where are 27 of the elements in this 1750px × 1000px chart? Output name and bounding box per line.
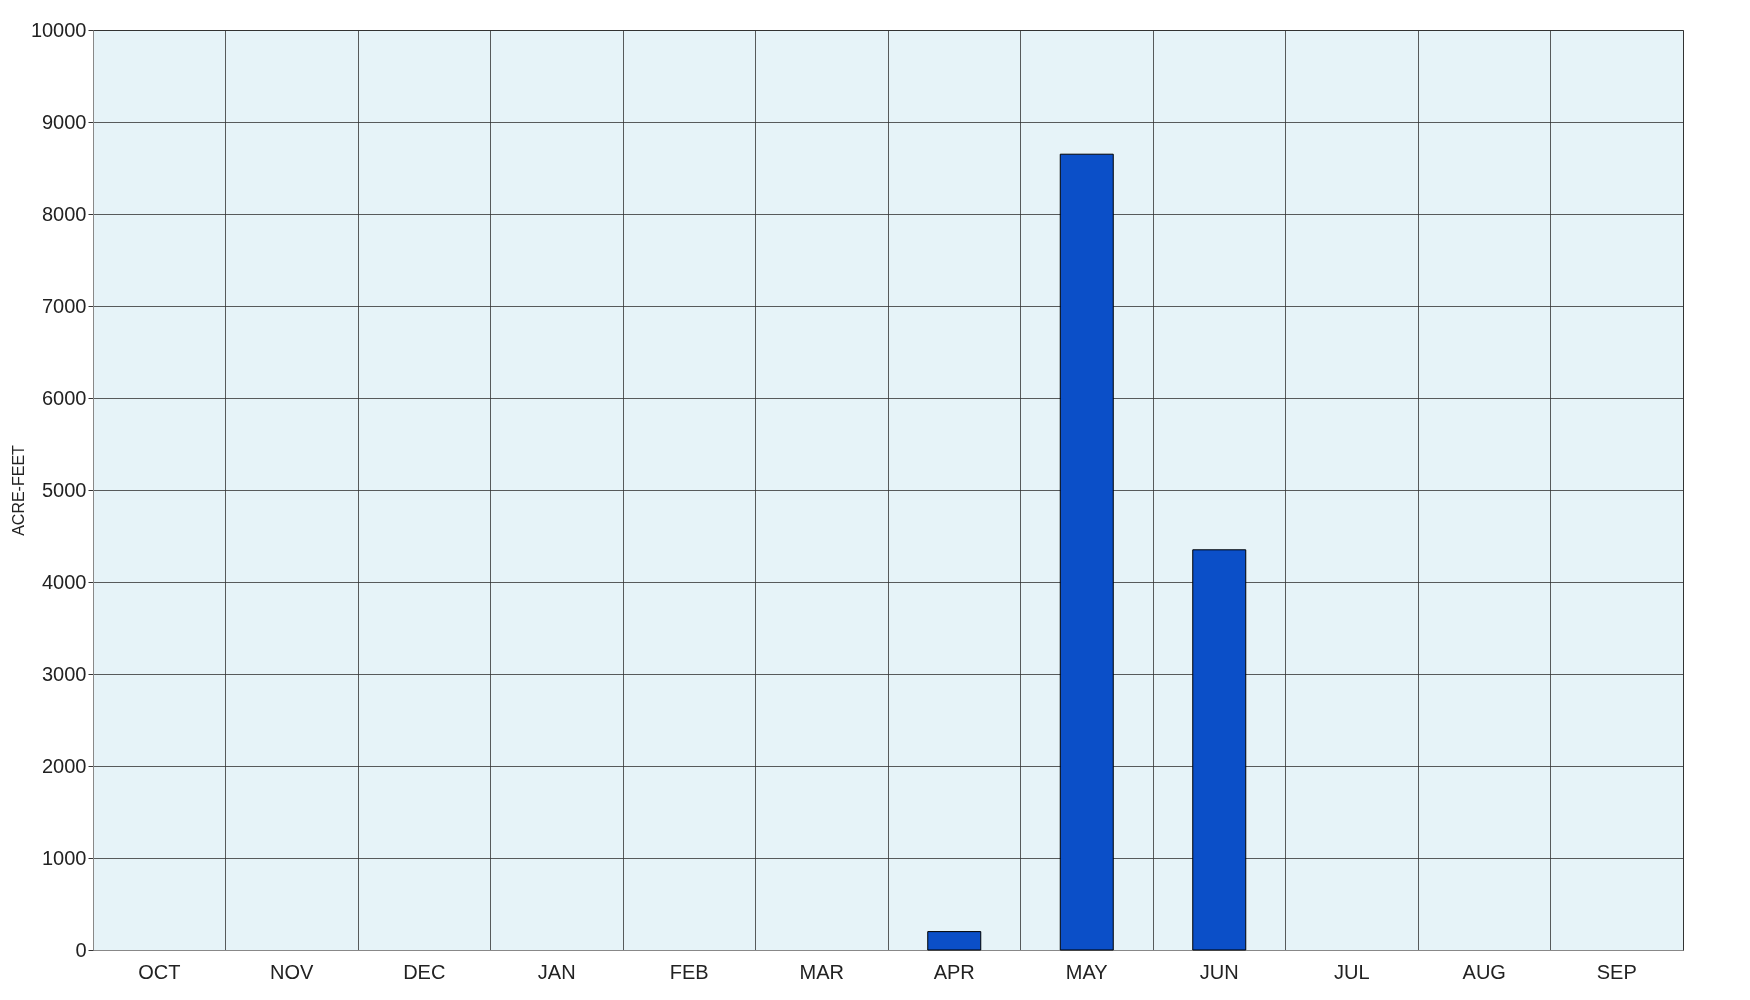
x-tick-label: FEB	[669, 960, 709, 983]
y-axis-title: ACRE-FEET	[9, 444, 27, 536]
y-tick-label: 2000	[42, 754, 87, 777]
y-tick-label: 0	[75, 938, 87, 961]
bar	[1059, 153, 1114, 951]
y-tick-label: 7000	[42, 294, 87, 317]
y-tick-label: 3000	[42, 662, 87, 685]
x-tick-label: DEC	[403, 960, 446, 983]
x-tick-label: OCT	[138, 960, 181, 983]
x-tick-label: JUL	[1333, 960, 1370, 983]
x-tick-label: JUN	[1199, 960, 1239, 983]
bar	[927, 931, 982, 951]
y-tick-label: 9000	[42, 110, 87, 133]
y-tick-label: 6000	[42, 386, 87, 409]
y-tick-label: 1000	[42, 846, 87, 869]
x-tick-label: AUG	[1462, 960, 1506, 983]
x-tick-label: MAY	[1065, 960, 1108, 983]
y-tick-label: 5000	[42, 478, 87, 501]
x-tick-label: APR	[933, 960, 975, 983]
y-tick-label: 10000	[30, 18, 87, 41]
x-tick-label: MAR	[799, 960, 844, 983]
bar	[1192, 549, 1247, 951]
x-tick-label: JAN	[537, 960, 576, 983]
y-tick-label: 8000	[42, 202, 87, 225]
y-tick-label: 4000	[42, 570, 87, 593]
x-tick-label: SEP	[1596, 960, 1637, 983]
x-tick-label: NOV	[270, 960, 315, 983]
